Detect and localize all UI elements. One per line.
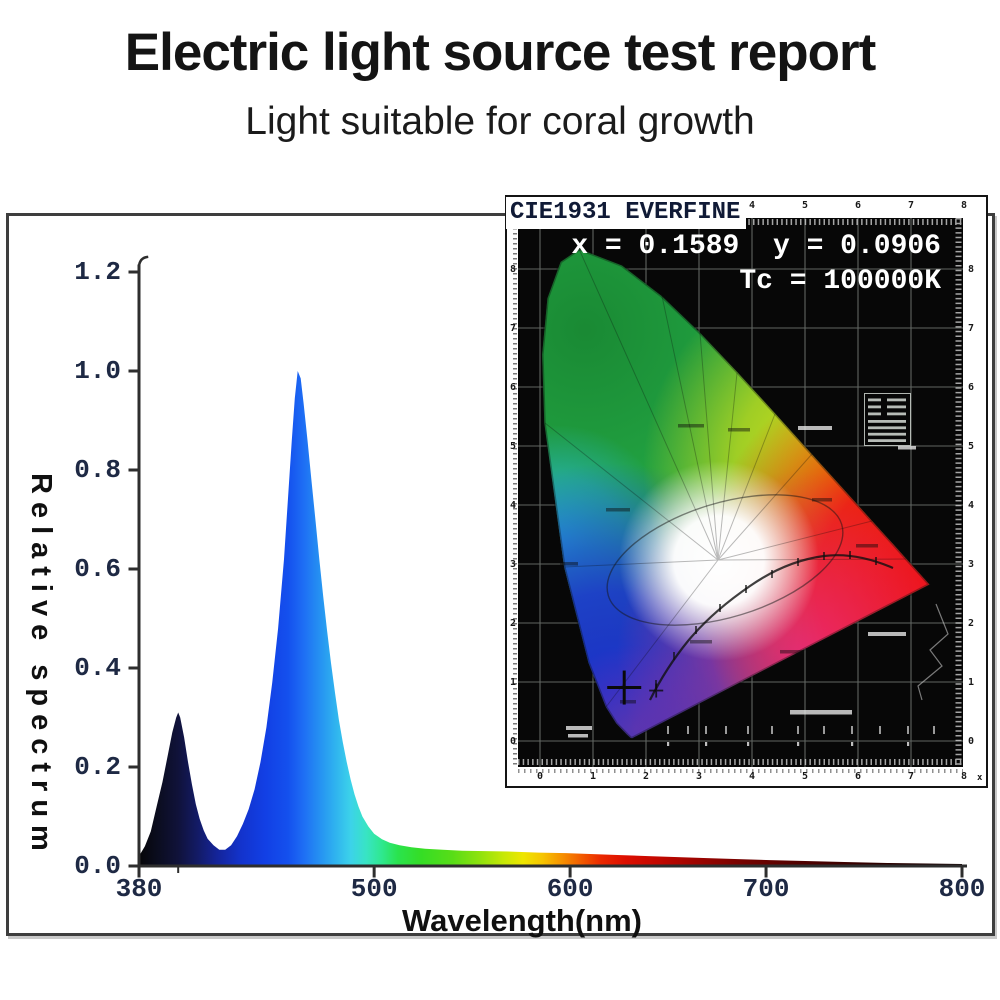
cie-left-tick-label: 1 (510, 677, 517, 688)
cie-left-tick-label: 0 (510, 736, 517, 747)
cie-right-tick-label: 8 (968, 264, 975, 275)
cie-left-tick-label: 5 (510, 441, 517, 452)
cie-bottom-tick-label: 8 (960, 771, 968, 782)
y-tick-label: 0.0 (74, 851, 121, 881)
cie-top-tick-label: 6 (854, 200, 862, 211)
x-tick-label: 700 (742, 874, 790, 904)
cie-region-lines (544, 248, 907, 708)
cie-right-tick-label: 7 (968, 323, 975, 334)
cie-left-tick-label: 3 (510, 559, 517, 570)
cie-gamut-outline (540, 247, 932, 740)
cie-diagram (518, 218, 963, 767)
cie-left-tick-label: 2 (510, 618, 517, 629)
x-tick-label: 600 (546, 874, 594, 904)
cie-white-annotations (566, 426, 916, 738)
y-tick-label: 1.0 (74, 356, 121, 386)
page-title: Electric light source test report (124, 23, 876, 82)
cie-x-axis-symbol: x (977, 773, 983, 783)
cie-right-tick-label: 5 (968, 441, 975, 452)
cie-top-tick-label: 8 (960, 200, 968, 211)
cie-top-tick-label: 4 (748, 200, 756, 211)
cie-boundary-annotation (917, 603, 949, 701)
cie-right-tick-label: 6 (968, 382, 975, 393)
content-frame (6, 213, 995, 936)
cie-header-label: CIE1931 EVERFINE (506, 197, 747, 229)
y-tick-label: 1.2 (74, 257, 121, 287)
cie-left-tick-label: 8 (510, 264, 517, 275)
cie-small-labels (560, 424, 878, 704)
cie-right-tick-label: 2 (968, 618, 975, 629)
x-axis-title: Wavelength(nm) (402, 903, 642, 938)
cie-bottom-tick-label: 4 (748, 771, 756, 782)
cie-left-tick-label: 4 (510, 500, 517, 511)
cie-measurement-cross (607, 670, 642, 705)
cie-bottom-tick-label: 2 (642, 771, 650, 782)
cie-left-margin-ticks (513, 218, 517, 767)
cie-right-tick-label: 4 (968, 500, 975, 511)
cie-bottom-tick-label: 3 (695, 771, 703, 782)
axis-tick-marks (128, 270, 964, 878)
cie-secondary-cross (649, 683, 664, 698)
x-tick-label: 800 (938, 874, 986, 904)
cie-inset: CIE1931 EVERFINE x = 0.1589 y = 0.0906 T… (505, 195, 988, 788)
cie-planckian-locus (649, 554, 894, 701)
cie-right-tick-label: 3 (968, 559, 975, 570)
y-tick-label: 0.4 (74, 653, 121, 683)
cie-top-tick-label: 5 (801, 200, 809, 211)
cie-left-tick-label: 6 (510, 382, 517, 393)
cie-top-tick-label: 7 (907, 200, 915, 211)
x-tick-label: 500 (350, 874, 398, 904)
cie-legend-box (864, 393, 911, 446)
y-axis-title: Relative spectrum (25, 473, 57, 859)
x-tick-label: 380 (115, 874, 163, 904)
y-tick-label: 0.2 (74, 752, 121, 782)
cie-bottom-tick-label: 6 (854, 771, 862, 782)
cie-bottom-margin-ticks (518, 769, 963, 773)
page-subtitle: Light suitable for coral growth (245, 100, 755, 143)
y-tick-label: 0.6 (74, 554, 121, 584)
cie-readout-xy: x = 0.1589 y = 0.0906 (571, 231, 941, 262)
cie-white-region-outline (606, 494, 844, 626)
cie-readout-tc: Tc = 100000K (739, 266, 941, 297)
cie-temperature-ticks (667, 726, 935, 746)
cie-right-tick-label: 1 (968, 677, 975, 688)
cie-bottom-tick-label: 0 (536, 771, 544, 782)
cie-left-tick-label: 7 (510, 323, 517, 334)
cie-bottom-tick-label: 1 (589, 771, 597, 782)
cie-right-tick-label: 0 (968, 736, 975, 747)
cie-bottom-tick-label: 5 (801, 771, 809, 782)
spectrum-area (139, 371, 963, 866)
y-tick-label: 0.8 (74, 455, 121, 485)
cie-bottom-tick-label: 7 (907, 771, 915, 782)
